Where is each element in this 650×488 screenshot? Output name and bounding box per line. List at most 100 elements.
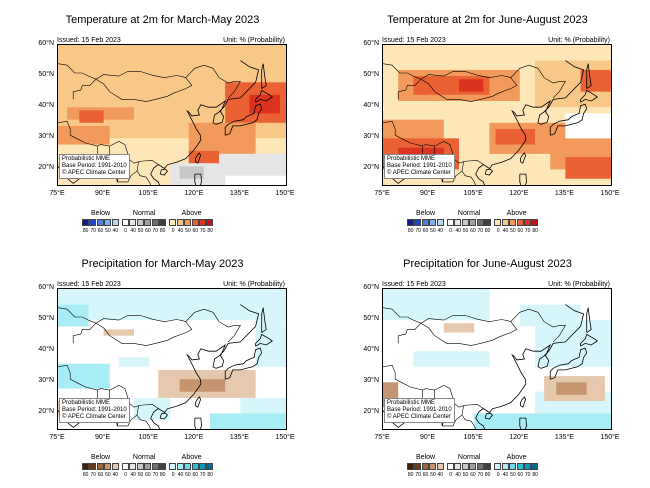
- legend-tick: 60: [517, 472, 524, 478]
- issued-date: Issued: 15 Feb 2023: [382, 37, 446, 44]
- country-border: [95, 64, 241, 102]
- legend-swatch: [447, 219, 454, 226]
- legend-tick: 0: [496, 472, 500, 478]
- longitude-label: 90°E: [94, 190, 111, 197]
- legend-tick: 40: [112, 472, 119, 478]
- legend-tick: 80: [484, 228, 491, 234]
- legend-tick: 60: [422, 472, 429, 478]
- coastline: [549, 103, 588, 136]
- unit-label: Unit: % (Probability): [548, 281, 610, 288]
- legend-tick: 80: [532, 228, 538, 234]
- coastline: [194, 396, 202, 408]
- legend-tick: 80: [207, 228, 213, 234]
- country-border: [383, 63, 422, 80]
- issued-date: Issued: 15 Feb 2023: [57, 281, 121, 288]
- longitude-label: 90°E: [94, 434, 111, 441]
- probability-region: [249, 94, 280, 114]
- legend-swatch: [429, 219, 437, 226]
- legend-swatch: [421, 463, 429, 470]
- probability-region: [79, 110, 104, 123]
- country-border: [383, 307, 422, 324]
- probability-region: [413, 351, 490, 367]
- longitude-label: 120°E: [184, 434, 204, 441]
- info-line: Probabilistic MME: [62, 400, 111, 406]
- legend-swatch: [414, 219, 422, 226]
- legend-tick: 0: [124, 472, 128, 478]
- coastline: [484, 412, 493, 420]
- legend-category-below: Below: [415, 210, 436, 217]
- legend-tick: 60: [517, 228, 524, 234]
- legend-swatch: [122, 219, 129, 226]
- legend-tick: 0: [449, 472, 453, 478]
- longitude-label: 120°E: [509, 190, 529, 197]
- info-line: Base Period: 1991-2010: [62, 407, 127, 413]
- legend-swatch: [447, 463, 454, 470]
- legend-tick: 40: [502, 228, 509, 234]
- country-border: [461, 405, 464, 416]
- legend-tick: 0: [171, 472, 175, 478]
- legend-swatch: [516, 219, 524, 226]
- legend-tick: 70: [152, 472, 159, 478]
- legend-tick: 80: [159, 472, 166, 478]
- legend-tick: 40: [177, 472, 184, 478]
- legend-swatch: [206, 463, 214, 470]
- country-border: [136, 161, 139, 172]
- info-line: Base Period: 1991-2010: [387, 163, 452, 169]
- legend-category-above: Above: [181, 210, 202, 217]
- legend-swatch: [82, 219, 89, 226]
- latitude-label: 60°N: [38, 284, 54, 291]
- longitude-label: 90°E: [419, 434, 436, 441]
- legend-swatch: [136, 219, 144, 226]
- country-border: [95, 308, 241, 346]
- country-border: [383, 120, 484, 165]
- legend-category-above: Above: [506, 210, 527, 217]
- legend-swatch: [524, 219, 531, 226]
- legend-swatch: [136, 463, 144, 470]
- longitude-label: 135°E: [229, 190, 249, 197]
- probability-region: [58, 125, 110, 145]
- longitude-label: 90°E: [419, 190, 436, 197]
- legend-swatch: [111, 463, 119, 470]
- coastline: [255, 89, 274, 103]
- latitude-label: 40°N: [363, 102, 379, 110]
- legend-swatch: [469, 219, 477, 226]
- legend-tick: 60: [470, 228, 476, 234]
- info-box: Probabilistic MME Base Period: 1991-2010 ©…: [384, 398, 455, 423]
- coastline: [261, 307, 267, 333]
- country-border: [420, 315, 511, 324]
- longitude-label: 150°E: [600, 434, 620, 441]
- legend-category-above: Above: [506, 454, 527, 461]
- legend-swatch: [104, 463, 112, 470]
- country-border: [397, 322, 422, 344]
- latitude-label: 30°N: [363, 133, 379, 141]
- unit-label: Unit: % (Probability): [223, 37, 285, 44]
- legend-tick: 70: [152, 228, 159, 234]
- panel-title: Precipitation for June-August 2023: [403, 258, 572, 270]
- info-line: © APEC Climate Center: [387, 414, 451, 420]
- longitude-label: 75°E: [374, 190, 390, 197]
- info-box: Probabilistic MME Base Period: 1991-2010 ©…: [59, 154, 130, 179]
- country-border: [420, 64, 566, 102]
- legend-swatch: [89, 219, 97, 226]
- legend-tick: 50: [430, 228, 436, 234]
- legend-swatch: [414, 463, 422, 470]
- panel-title: Precipitation for March-May 2023: [81, 258, 244, 270]
- legend-tick: 60: [470, 472, 476, 478]
- longitude-label: 105°E: [138, 434, 158, 441]
- legend-swatch: [509, 219, 517, 226]
- legend-category-below: Below: [90, 210, 111, 217]
- probability-region: [556, 382, 587, 395]
- latitude-label: 50°N: [363, 315, 379, 323]
- probability-region: [495, 129, 535, 145]
- legend-tick: 60: [192, 472, 199, 478]
- latitude-label: 20°N: [38, 164, 54, 172]
- legend-swatch: [129, 463, 137, 470]
- country-border: [58, 63, 97, 80]
- legend-tick: 70: [415, 228, 421, 234]
- info-line: © APEC Climate Center: [62, 170, 126, 176]
- longitude-label: 135°E: [554, 190, 574, 197]
- legend-category-below: Below: [415, 454, 436, 461]
- coastline: [159, 412, 168, 420]
- legend-tick: 40: [455, 228, 461, 234]
- legend-swatch: [199, 219, 206, 226]
